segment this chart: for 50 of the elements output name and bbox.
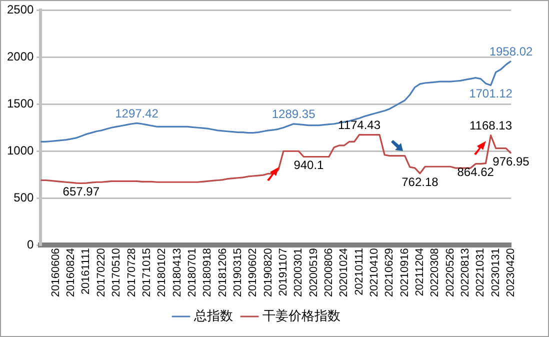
x-tick-label: 20170728 bbox=[126, 248, 138, 298]
y-tick-label: 2000 bbox=[6, 49, 34, 64]
x-tick-label: 20181206 bbox=[216, 248, 229, 298]
y-tick-label: 0 bbox=[27, 237, 34, 252]
data-label: 1701.12 bbox=[469, 86, 513, 101]
x-tick-label: 20220813 bbox=[460, 248, 472, 298]
x-tick-label: 20160824 bbox=[65, 248, 78, 298]
data-label: 864.62 bbox=[457, 165, 494, 180]
x-tick-label: 20170510 bbox=[110, 248, 123, 298]
x-tick-label: 20220526 bbox=[444, 248, 456, 298]
data-label: 1297.42 bbox=[115, 106, 159, 120]
x-tick-label: 20200806 bbox=[322, 248, 335, 298]
x-tick-label: 20170220 bbox=[95, 248, 108, 298]
x-tick-label: 20230420 bbox=[505, 248, 518, 298]
x-tick-label: 20201024 bbox=[338, 248, 350, 298]
data-label: 976.95 bbox=[492, 154, 530, 169]
x-tick-label: 20200301 bbox=[292, 248, 305, 298]
x-tick-label: 20160606 bbox=[50, 248, 62, 298]
data-label: 1289.35 bbox=[272, 107, 316, 122]
x-tick-label: 20221031 bbox=[474, 248, 487, 298]
data-label: 1958.02 bbox=[489, 44, 534, 58]
data-label: 1168.13 bbox=[470, 118, 512, 133]
x-tick-label: 20161111 bbox=[80, 248, 92, 295]
x-tick-label: 20200519 bbox=[308, 248, 320, 298]
x-tick-label: 20180413 bbox=[171, 248, 184, 298]
y-tick-label: 500 bbox=[14, 190, 34, 204]
x-tick-label: 20190820 bbox=[262, 248, 274, 298]
data-label: 940.1 bbox=[294, 158, 324, 172]
x-tick-label: 20180701 bbox=[186, 248, 198, 298]
x-tick-label: 20220308 bbox=[429, 248, 442, 298]
data-label: 762.18 bbox=[402, 174, 439, 189]
x-tick-label: 20191107 bbox=[277, 248, 290, 296]
data-label: 1174.43 bbox=[338, 118, 381, 132]
x-tick-label: 20210111 bbox=[353, 248, 366, 296]
y-tick-label: 1500 bbox=[6, 96, 34, 110]
x-tick-label: 20210629 bbox=[384, 248, 396, 298]
legend-label: 干姜价格指数 bbox=[262, 308, 340, 324]
y-tick-label: 1000 bbox=[6, 143, 34, 158]
x-tick-label: 20210410 bbox=[368, 248, 380, 298]
x-tick-label: 20180918 bbox=[202, 248, 214, 298]
x-tick-label: 20180102 bbox=[156, 248, 168, 298]
legend-label: 总指数 bbox=[193, 308, 233, 324]
y-tick-label: 2500 bbox=[6, 2, 34, 17]
x-tick-label: 20230131 bbox=[490, 248, 502, 298]
x-tick-label: 20190602 bbox=[247, 248, 260, 298]
x-tick-label: 20211204 bbox=[414, 248, 426, 296]
data-label: 657.97 bbox=[62, 184, 100, 199]
x-tick-label: 20210916 bbox=[398, 248, 411, 298]
x-tick-label: 20171015 bbox=[140, 248, 153, 298]
x-tick-label: 20190315 bbox=[232, 248, 244, 298]
